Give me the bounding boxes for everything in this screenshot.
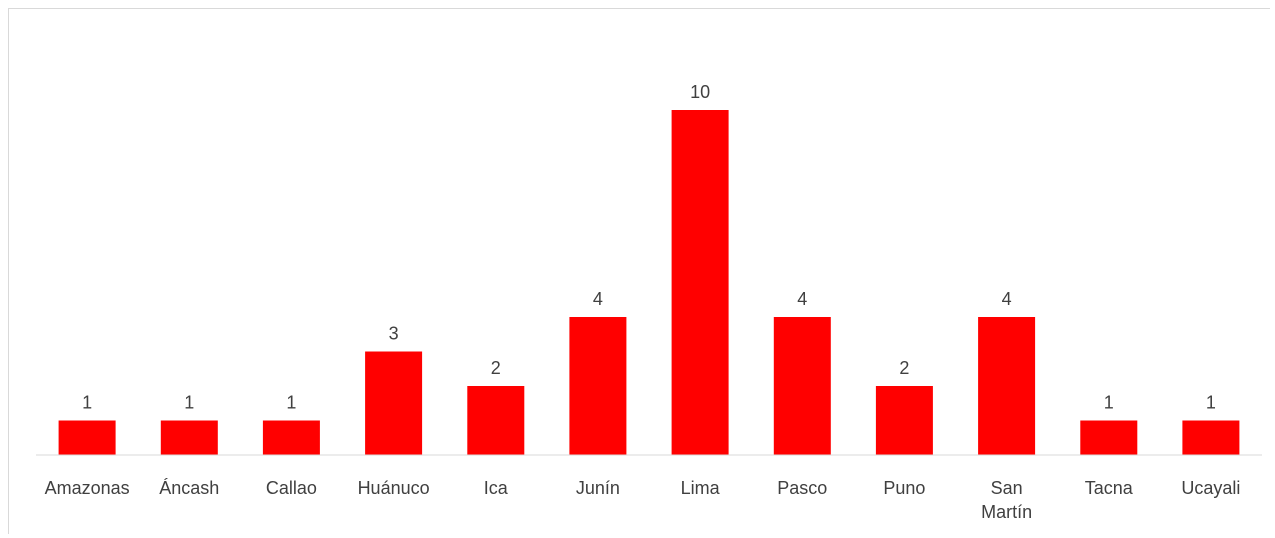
data-label-2: 1 [286,393,296,413]
data-label-0: 1 [82,393,92,413]
data-label-10: 1 [1104,393,1114,413]
x-tick-labels-layer: Amazonas Áncash Callao Huánuco Ica Junín Lima P… [45,478,1241,522]
data-label-3: 3 [389,324,399,344]
x-tick-label-8: Puno [883,478,925,498]
data-label-7: 4 [797,289,807,309]
chart-frame [8,8,1270,534]
data-label-1: 1 [184,393,194,413]
x-tick-label-6: Lima [681,478,721,498]
data-label-9: 4 [1002,289,1012,309]
x-tick-label-7: Pasco [777,478,827,498]
data-label-6: 10 [690,82,710,102]
bars-layer [58,110,1240,455]
bar-5 [569,317,627,455]
bar-10 [1080,420,1138,455]
x-tick-label-10: Tacna [1085,478,1134,498]
x-tick-label-11: Ucayali [1181,478,1240,498]
bar-6 [671,110,729,455]
bar-4 [467,386,525,455]
bar-0 [58,420,116,455]
bar-11 [1182,420,1240,455]
bar-7 [773,317,831,455]
bar-9 [978,317,1036,455]
data-labels-layer: 1 1 1 3 2 4 10 4 2 4 1 1 [82,82,1216,413]
bar-2 [262,420,320,455]
x-tick-label-5: Junín [576,478,620,498]
x-tick-label-9: San Martín [981,478,1032,522]
x-tick-label-3: Huánuco [358,478,430,498]
data-label-5: 4 [593,289,603,309]
bar-3 [365,351,423,455]
x-tick-label-1: Áncash [159,478,219,498]
x-tick-label-0: Amazonas [45,478,130,498]
bar-8 [875,386,933,455]
data-label-4: 2 [491,358,501,378]
data-label-11: 1 [1206,393,1216,413]
data-label-8: 2 [899,358,909,378]
bar-1 [160,420,218,455]
x-tick-label-2: Callao [266,478,317,498]
x-tick-label-4: Ica [484,478,509,498]
